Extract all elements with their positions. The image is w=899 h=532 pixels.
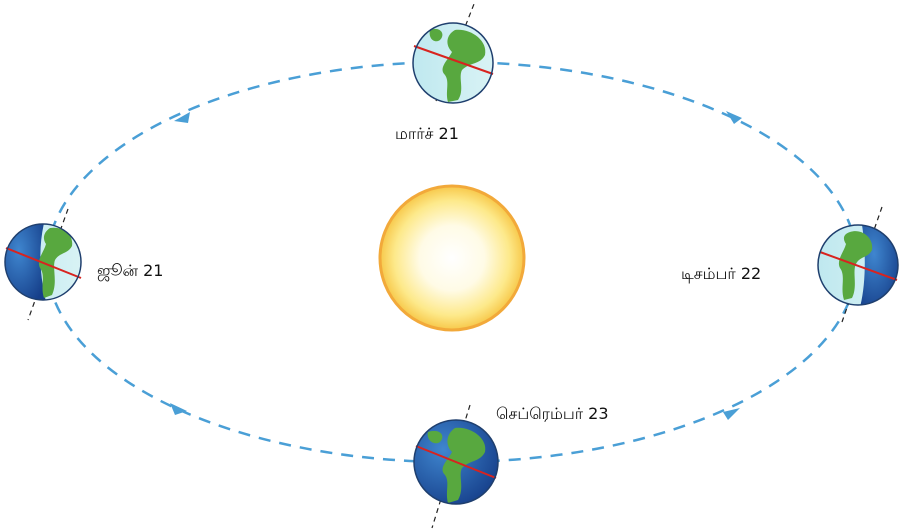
orbit-arrow-bottom-left	[170, 403, 187, 415]
earth-june	[4, 208, 82, 321]
earth-december	[817, 206, 899, 323]
label-june: ஜூன் 21	[97, 261, 164, 280]
orbit-arrow-bottom-right	[723, 408, 740, 420]
sun	[378, 184, 526, 332]
label-september: செப்ரெம்பர் 23	[496, 404, 609, 423]
earth-march	[412, 3, 494, 104]
label-december: டிசம்பர் 22	[681, 264, 762, 283]
orbit-arrow-top-right	[726, 111, 742, 124]
label-march: மார்ச் 21	[395, 124, 459, 143]
earth-september	[413, 404, 499, 529]
orbit-arrow-top-left	[174, 112, 190, 123]
